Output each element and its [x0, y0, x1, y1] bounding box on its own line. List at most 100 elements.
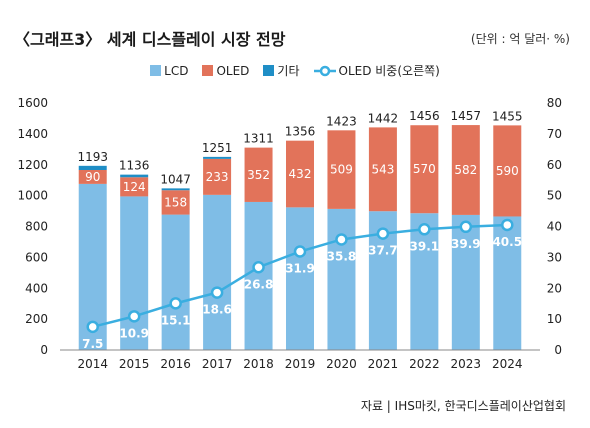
y-right-tick-label: 30: [547, 250, 562, 264]
y-right-tick-label: 20: [547, 281, 562, 295]
legend-item-oled: OLED: [202, 64, 249, 78]
bar-oled: [78, 169, 107, 184]
x-tick-label: 2016: [160, 357, 191, 371]
bar-oled: [368, 127, 397, 212]
legend-swatch-other: [263, 65, 275, 76]
oled-share-value-label: 35.8: [327, 249, 357, 263]
x-tick-label: 2018: [243, 357, 274, 371]
bar-oled: [120, 177, 149, 197]
y-right-tick-label: 80: [547, 96, 562, 110]
bar-total-label: 1456: [409, 109, 440, 123]
bar-total-label: 1047: [160, 172, 191, 186]
bar-lcd: [244, 201, 273, 350]
oled-share-point: [335, 233, 348, 246]
y-right-tick-label: 60: [547, 158, 562, 172]
bar-other: [203, 156, 232, 159]
bar-total-label: 1251: [202, 141, 233, 155]
legend-label-oled: OLED: [216, 63, 250, 78]
legend-label-other: 기타: [277, 64, 300, 78]
bar-oled: [410, 125, 439, 214]
legend-swatch-lcd: [150, 65, 162, 76]
oled-share-value-label: 18.6: [202, 303, 232, 317]
bar-oled-value-label: 432: [289, 167, 312, 181]
unit-label: (단위 : 억 달러· %): [470, 32, 570, 46]
bar-oled-value-label: 582: [454, 163, 477, 177]
bar-lcd: [120, 196, 149, 350]
oled-share-point: [293, 245, 307, 258]
y-left-tick-label: 1200: [17, 158, 48, 172]
legend-item-other: 기타: [263, 62, 300, 79]
source-note: 자료 | IHS마킷, 한국디스플레이산업협회: [360, 399, 566, 413]
bar-total-label: 1311: [243, 132, 274, 146]
x-tick-label: 2024: [492, 357, 523, 371]
bar-total-label: 1193: [77, 150, 108, 164]
x-tick-label: 2017: [202, 357, 233, 371]
bar-oled: [161, 190, 190, 215]
bar-oled: [451, 125, 480, 215]
oled-share-point: [86, 320, 99, 334]
y-left-tick-label: 1400: [17, 127, 48, 141]
bar-oled: [493, 125, 522, 217]
oled-share-point: [210, 286, 224, 299]
oled-share-value-label: 10.9: [119, 326, 149, 340]
x-tick-label: 2020: [326, 357, 357, 371]
y-left-tick-label: 1600: [17, 96, 48, 110]
bar-lcd: [161, 214, 190, 350]
oled-share-value-label: 7.5: [82, 337, 103, 351]
bar-oled-value-label: 590: [496, 164, 519, 178]
legend-item-lcd: LCD: [150, 64, 188, 78]
y-left-tick-label: 400: [25, 281, 48, 295]
bar-lcd: [286, 207, 314, 350]
y-left-tick-label: 0: [40, 343, 48, 357]
y-right-tick-label: 70: [547, 127, 562, 141]
bar-other: [161, 188, 190, 191]
oled-share-point: [501, 218, 514, 232]
bar-total-label: 1356: [285, 125, 316, 139]
bar-lcd: [493, 216, 522, 350]
x-tick-label: 2022: [409, 357, 440, 371]
bar-oled-value-label: 543: [371, 162, 394, 176]
y-left-tick-label: 1000: [17, 189, 48, 203]
oled-share-value-label: 31.9: [285, 262, 315, 276]
oled-share-point: [252, 261, 265, 274]
y-right-tick-label: 10: [547, 312, 562, 326]
oled-share-value-label: 26.8: [244, 277, 274, 291]
bar-other: [78, 165, 107, 170]
bar-lcd: [410, 213, 439, 350]
y-left-tick-label: 800: [25, 220, 48, 234]
oled-share-value-label: 40.5: [492, 235, 522, 249]
oled-share-value-label: 39.9: [451, 237, 481, 251]
x-tick-label: 2021: [368, 357, 399, 371]
bar-oled-value-label: 509: [330, 163, 353, 177]
oled-share-point: [127, 310, 141, 323]
y-left-tick-label: 600: [25, 250, 48, 264]
bar-total-label: 1442: [368, 111, 399, 125]
bar-other: [120, 174, 149, 178]
bar-oled: [327, 130, 356, 209]
bar-lcd: [327, 208, 356, 350]
bar-oled: [286, 140, 314, 208]
bar-oled-value-label: 570: [413, 162, 436, 176]
legend-label-lcd: LCD: [164, 63, 189, 78]
y-right-tick-label: 0: [554, 343, 562, 357]
legend: LCD OLED 기타 OLED 비중(오른쪽): [0, 62, 590, 79]
oled-share-point: [418, 223, 431, 236]
bar-oled: [203, 158, 232, 195]
legend-item-oled-share: OLED 비중(오른쪽): [313, 62, 440, 79]
bar-total-label: 1423: [326, 114, 357, 128]
legend-swatch-oled-share: [313, 65, 336, 76]
bar-oled-value-label: 158: [164, 195, 187, 209]
oled-share-point: [169, 297, 182, 310]
oled-share-value-label: 37.7: [368, 244, 398, 258]
bar-total-label: 1457: [451, 109, 482, 123]
bar-oled-value-label: 90: [85, 170, 100, 184]
x-tick-label: 2019: [285, 357, 316, 371]
bar-lcd: [451, 214, 480, 350]
bar-oled-value-label: 352: [247, 168, 270, 182]
legend-label-oled-share: OLED 비중(오른쪽): [338, 64, 440, 78]
y-right-tick-label: 50: [547, 189, 562, 203]
oled-share-point: [459, 220, 473, 234]
bar-total-label: 1455: [492, 109, 523, 123]
bar-total-label: 1136: [119, 159, 150, 173]
